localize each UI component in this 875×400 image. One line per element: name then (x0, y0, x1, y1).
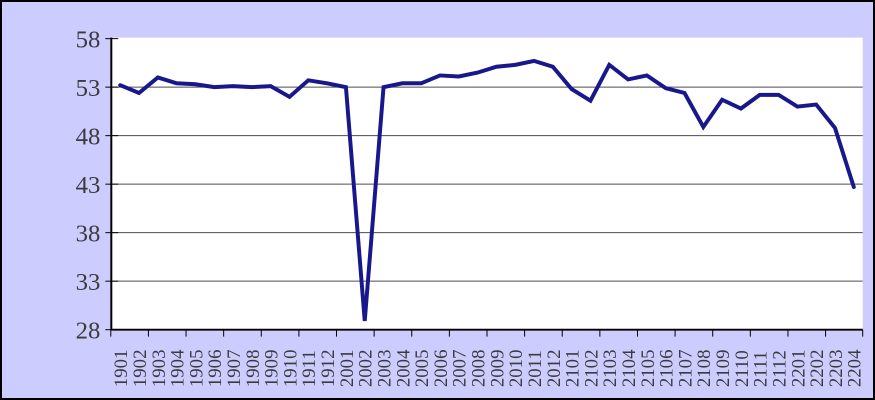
x-axis-label: 2202 (807, 350, 828, 388)
x-axis-label: 2204 (845, 349, 866, 387)
x-axis-ticks (110, 329, 864, 337)
x-axis-label: 2104 (619, 349, 640, 387)
x-axis-label: 2101 (563, 350, 584, 388)
x-axis-label: 1910 (280, 350, 301, 388)
x-axis-label: 1911 (299, 350, 320, 387)
x-axis-label: 2006 (431, 350, 452, 388)
y-axis-label: 43 (76, 172, 101, 199)
x-axis-label: 2112 (769, 350, 790, 387)
x-axis-label: 2109 (713, 350, 734, 388)
x-axis-label: 2108 (694, 350, 715, 388)
x-axis-label: 2002 (356, 350, 377, 388)
y-axis-labels: 58 53 48 43 38 33 28 (76, 27, 101, 345)
x-axis-label: 2102 (581, 350, 602, 388)
x-axis-label: 1908 (243, 350, 264, 388)
x-axis-label: 2009 (487, 350, 508, 388)
y-axis-label: 28 (76, 318, 101, 345)
x-axis-label: 2103 (600, 350, 621, 388)
x-axis-label: 1907 (224, 350, 245, 388)
x-axis-label: 2012 (544, 350, 565, 388)
x-axis-label: 2105 (638, 350, 659, 388)
x-axis-label: 2111 (751, 351, 772, 387)
x-axis-label: 1905 (186, 350, 207, 388)
x-axis-label: 2203 (826, 350, 847, 388)
x-axis-label: 1901 (111, 350, 132, 388)
y-axis-label: 33 (76, 269, 101, 296)
x-axis-label: 1909 (262, 350, 283, 388)
x-axis-label: 2008 (469, 350, 490, 388)
x-axis-label: 2201 (788, 350, 809, 388)
x-axis-label: 2110 (732, 350, 753, 387)
x-axis-label: 2106 (657, 350, 678, 388)
y-axis-label: 48 (76, 124, 101, 151)
index-line-series (118, 58, 856, 322)
x-axis-label: 2011 (525, 350, 546, 387)
x-axis-label: 2005 (412, 350, 433, 388)
y-axis-label: 58 (76, 27, 101, 54)
x-axis-label: 2107 (675, 350, 696, 388)
y-axis-label: 38 (76, 221, 101, 248)
x-axis-label: 2010 (506, 350, 527, 388)
x-axis-label: 1902 (130, 350, 151, 388)
x-axis-label: 1912 (318, 350, 339, 388)
x-axis-label: 2004 (393, 349, 414, 387)
x-axis-label: 1904 (168, 349, 189, 387)
x-axis-label: 2003 (374, 350, 395, 388)
x-axis-label: 2001 (337, 350, 358, 388)
x-axis-label: 2007 (450, 350, 471, 388)
y-axis-label: 53 (76, 75, 101, 102)
x-axis-label: 1906 (205, 350, 226, 388)
x-axis-labels: 1901190219031904190519061907190819091910… (111, 349, 866, 387)
x-axis-label: 1903 (149, 350, 170, 388)
